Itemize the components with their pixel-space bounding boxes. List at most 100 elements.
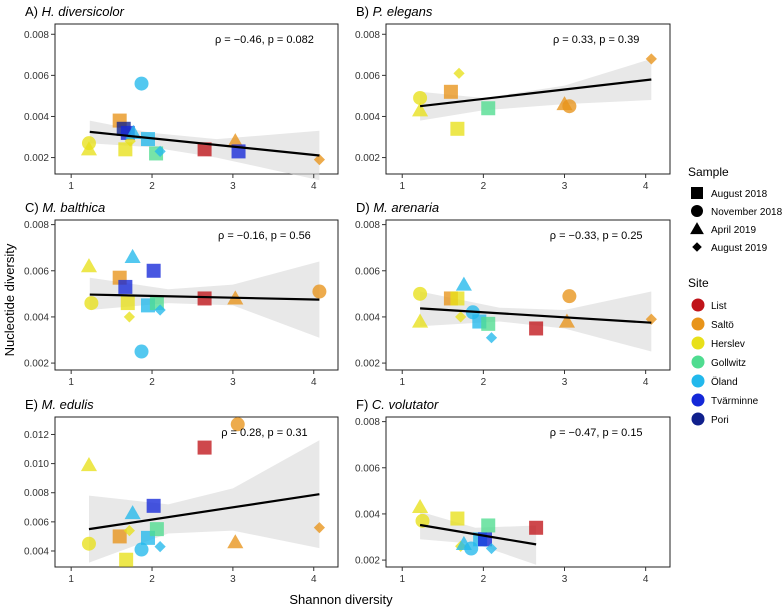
data-point (118, 279, 133, 294)
y-tick-label: 0.006 (24, 517, 49, 528)
y-tick-label: 0.002 (355, 359, 380, 370)
data-point (134, 76, 149, 91)
data-point (415, 513, 430, 528)
legend-sample-label: November 2018 (711, 207, 783, 218)
data-point (558, 313, 575, 328)
x-tick-label: 4 (311, 181, 317, 192)
legend: Sample August 2018 November 2018 April 2019… (688, 165, 783, 426)
legend-marker (692, 242, 702, 252)
legend-site-title: Site (688, 276, 709, 290)
panel-6: F) C. volutator 1 2 3 4 0.002 0.004 0.006 0.008 ρ… (355, 397, 671, 585)
data-point (562, 99, 577, 114)
x-tick-label: 1 (68, 574, 74, 585)
legend-sample-label: April 2019 (711, 225, 756, 236)
data-point (481, 316, 496, 331)
legend-site-swatch (691, 355, 705, 369)
panel-letter: B) (356, 4, 373, 19)
legend-site-label: Herslev (711, 339, 745, 350)
legend-site-swatch (691, 298, 705, 312)
x-axis-label: Shannon diversity (289, 592, 393, 607)
data-point (412, 498, 429, 514)
legend-marker (691, 205, 703, 217)
x-tick-label: 1 (399, 377, 405, 388)
x-tick-label: 1 (68, 377, 74, 388)
data-point (149, 522, 164, 537)
regression-line (89, 293, 320, 301)
data-point (134, 542, 149, 557)
x-tick-label: 1 (399, 181, 405, 192)
x-tick-label: 2 (481, 181, 487, 192)
data-point (450, 121, 465, 136)
panel-title: E) M. edulis (25, 397, 94, 412)
panel-title: A) H. diversicolor (25, 4, 125, 19)
data-point (134, 344, 149, 359)
data-point (227, 133, 244, 148)
data-point (197, 440, 212, 455)
legend-marker (691, 187, 703, 199)
data-point (146, 498, 161, 513)
panel-letter: F) (356, 397, 372, 412)
data-point (453, 67, 465, 79)
x-tick-label: 2 (481, 574, 487, 585)
data-point (197, 142, 212, 157)
legend-marker (690, 222, 704, 235)
data-point (313, 522, 326, 534)
panel-title: D) M. arenaria (356, 200, 439, 215)
data-point (412, 102, 429, 117)
panel-title: F) C. volutator (356, 397, 439, 412)
regression-line (89, 130, 320, 157)
data-point (146, 263, 161, 278)
x-tick-label: 4 (311, 377, 317, 388)
panel-title: B) P. elegans (356, 4, 433, 19)
data-point (123, 524, 135, 537)
panel-letter: E) (25, 397, 42, 412)
data-point (81, 536, 96, 551)
panel-5: E) M. edulis 1 2 3 4 0.004 0.006 0.008 0.010 0.01… (24, 397, 339, 585)
panel-letter: C) (25, 200, 42, 215)
data-point (455, 311, 467, 323)
panel-species: H. diversicolor (42, 4, 125, 19)
correlation-stat: ρ = 0.28, p = 0.31 (221, 427, 307, 439)
panel-title: C) M. balthica (25, 200, 105, 215)
panel-species: M. arenaria (373, 200, 439, 215)
legend-sample-label: August 2018 (711, 189, 768, 200)
panel-species: C. volutator (372, 397, 439, 412)
data-point (529, 321, 544, 336)
data-point (645, 313, 657, 325)
panel-species: M. balthica (42, 200, 105, 215)
y-tick-label: 0.004 (24, 112, 49, 123)
y-tick-label: 0.008 (355, 30, 380, 41)
data-point (443, 84, 458, 99)
legend-site-label: List (711, 301, 727, 312)
y-tick-label: 0.004 (355, 509, 380, 520)
x-tick-label: 4 (311, 574, 317, 585)
correlation-stat: ρ = −0.33, p = 0.25 (550, 230, 643, 242)
panel-3: C) M. balthica 1 2 3 4 0.002 0.004 0.006 0.008 ρ … (24, 200, 339, 388)
y-tick-label: 0.004 (24, 312, 49, 323)
legend-sample-title: Sample (688, 165, 729, 179)
panel-species: P. elegans (373, 4, 433, 19)
panel-letter: D) (356, 200, 373, 215)
x-tick-label: 4 (643, 377, 649, 388)
x-tick-label: 2 (149, 377, 155, 388)
panel-1: A) H. diversicolor 1 2 3 4 0.002 0.004 0.006 0.0… (24, 4, 339, 192)
panel-4: D) M. arenaria 1 2 3 4 0.002 0.004 0.006 0.008 ρ … (355, 200, 671, 388)
y-tick-label: 0.012 (24, 430, 49, 441)
y-tick-label: 0.002 (24, 153, 49, 164)
y-tick-label: 0.006 (24, 266, 49, 277)
data-point (481, 518, 496, 533)
legend-site-swatch (691, 393, 705, 407)
y-tick-label: 0.008 (24, 30, 49, 41)
x-tick-label: 2 (149, 181, 155, 192)
panel-2: B) P. elegans 1 2 3 4 0.002 0.004 0.006 0.008 ρ =… (355, 4, 671, 192)
data-point (124, 505, 141, 520)
data-point (412, 313, 429, 328)
data-point (154, 304, 166, 316)
data-point (140, 132, 155, 147)
legend-site-label: Öland (711, 376, 738, 388)
data-point (118, 142, 133, 157)
y-tick-label: 0.008 (24, 488, 49, 499)
y-axis-label: Nucleotide diversity (2, 243, 17, 356)
data-point (80, 457, 98, 472)
data-point (485, 542, 498, 555)
